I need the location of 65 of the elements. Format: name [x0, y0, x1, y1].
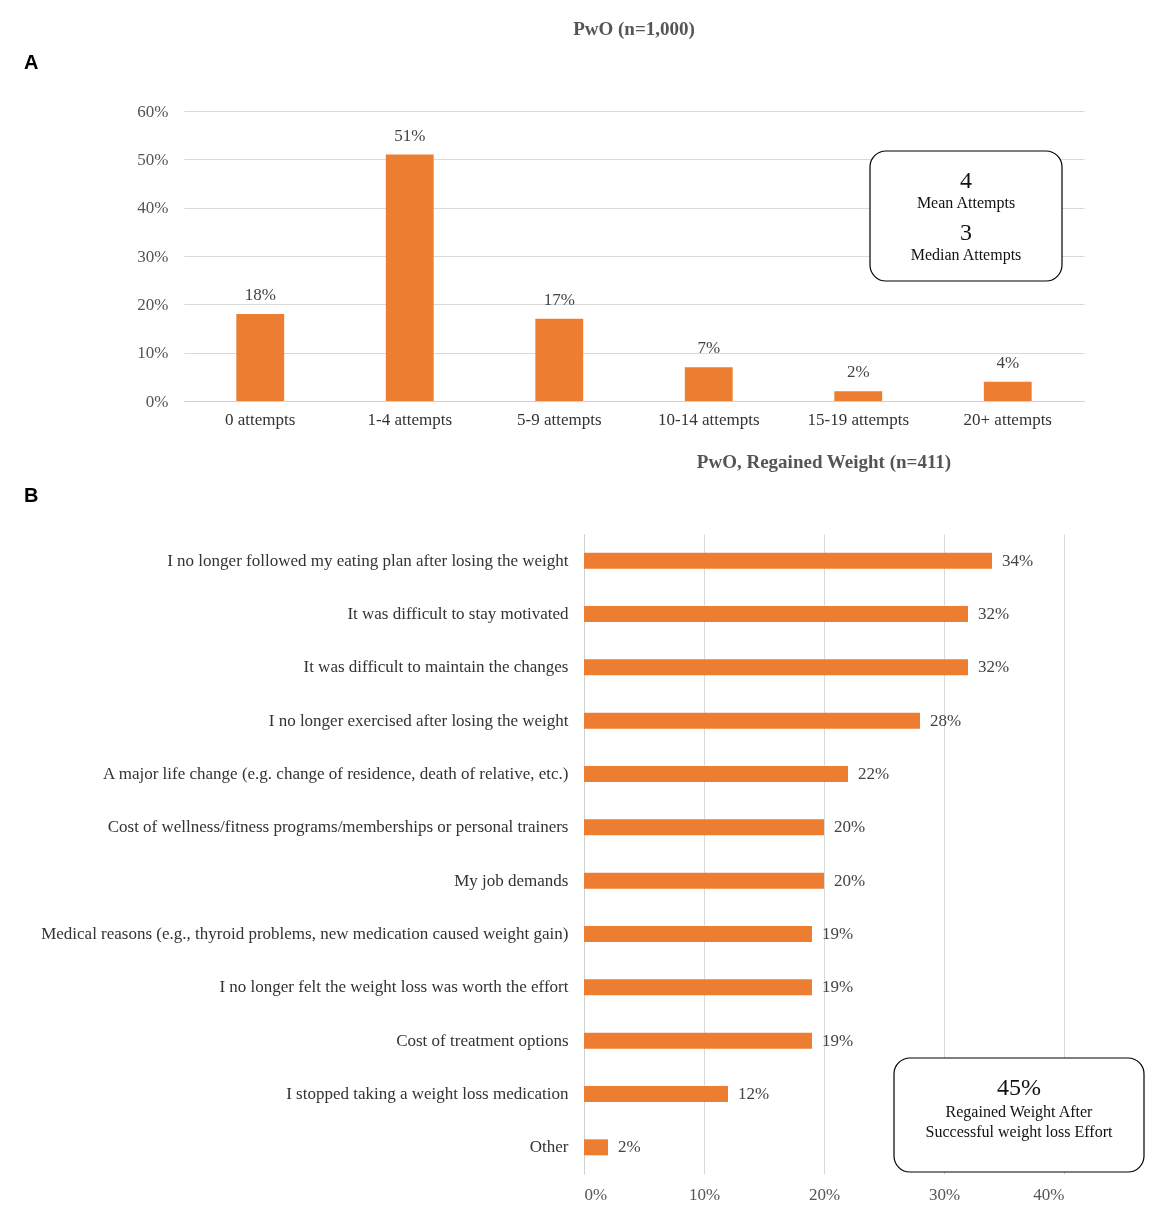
x-tick-label: 30%: [928, 1184, 961, 1204]
chart-title: PwO (n=1,000): [573, 18, 695, 40]
x-tick-label: 1-4 attempts: [367, 409, 453, 429]
text: A: [24, 51, 39, 73]
data-label: 18%: [244, 285, 276, 304]
data-label: 20%: [834, 870, 866, 890]
y-tick-label: Cost of wellness/fitness programs/memberships or personal trainers: [107, 817, 569, 837]
x-tick-label: 40%: [1033, 1184, 1065, 1204]
text: B: [24, 484, 39, 506]
annotation: Median Attempts: [910, 246, 1022, 264]
data-label: 19%: [822, 924, 854, 943]
y-tick-label: It was difficult to maintain the changes: [303, 657, 569, 677]
y-tick-label: A major life change (e.g. change of residence, death of relative, etc.): [103, 764, 569, 783]
bar: [834, 391, 883, 401]
annotation: Regained Weight After: [945, 1103, 1094, 1121]
y-tick-label: 30%: [137, 246, 169, 266]
bar: [385, 154, 434, 401]
y-tick-label: It was difficult to stay motivated: [347, 604, 569, 623]
bar: [236, 314, 285, 401]
x-tick-label: 20+ attempts: [963, 409, 1052, 429]
y-tick-label: 40%: [137, 198, 169, 218]
y-tick-label: I no longer exercised after losing the weight: [268, 710, 569, 730]
x-tick-label: 15-19 attempts: [807, 409, 910, 429]
data-label: 34%: [1002, 550, 1034, 570]
y-tick-label: I stopped taking a weight loss medication: [286, 1084, 569, 1103]
annotation: 45%: [997, 1074, 1041, 1100]
bar: [983, 381, 1032, 401]
y-tick-label: 0%: [145, 391, 169, 411]
y-tick-label: 10%: [137, 343, 169, 363]
x-tick-label: 0%: [584, 1184, 608, 1204]
x-tick-label: 10%: [688, 1184, 721, 1204]
data-label: 19%: [822, 1030, 854, 1050]
annotation: 4: [960, 167, 972, 193]
data-label: 32%: [978, 657, 1010, 677]
y-tick-label: 50%: [137, 149, 169, 169]
y-tick-label: I no longer followed my eating plan after losing the weight: [167, 550, 569, 570]
x-tick-label: 10-14 attempts: [657, 409, 760, 429]
data-label: 7%: [697, 338, 721, 358]
data-label: 12%: [738, 1084, 770, 1103]
annotation: 3: [960, 219, 972, 245]
x-tick-label: 20%: [808, 1184, 841, 1204]
data-label: 2%: [846, 362, 870, 382]
y-tick-label: I no longer felt the weight loss was worth the effort: [219, 977, 569, 997]
annotation: Successful weight loss Effort: [925, 1123, 1113, 1141]
x-tick-label: 5-9 attempts: [516, 409, 602, 429]
y-tick-label: Medical reasons (e.g., thyroid problems, new medication caused weight gain): [41, 924, 569, 943]
y-tick-label: 20%: [137, 294, 169, 314]
data-label: 32%: [978, 604, 1010, 623]
chart-title: PwO, Regained Weight (n=411): [696, 451, 952, 473]
x-tick-label: 0 attempts: [225, 409, 296, 429]
data-label: 2%: [618, 1137, 641, 1157]
data-label: 20%: [834, 817, 866, 837]
data-label: 19%: [822, 977, 854, 997]
annotation: Mean Attempts: [916, 194, 1016, 212]
data-label: 51%: [394, 125, 426, 145]
y-tick-label: 60%: [137, 101, 169, 121]
bar: [684, 367, 733, 401]
y-tick-label: My job demands: [454, 870, 569, 890]
data-label: 4%: [996, 352, 1020, 372]
data-label: 22%: [858, 764, 890, 783]
bar: [535, 318, 584, 401]
y-tick-label: Other: [529, 1137, 569, 1157]
data-label: 28%: [930, 710, 962, 730]
data-label: 17%: [543, 289, 575, 309]
y-tick-label: Cost of treatment options: [396, 1030, 569, 1050]
